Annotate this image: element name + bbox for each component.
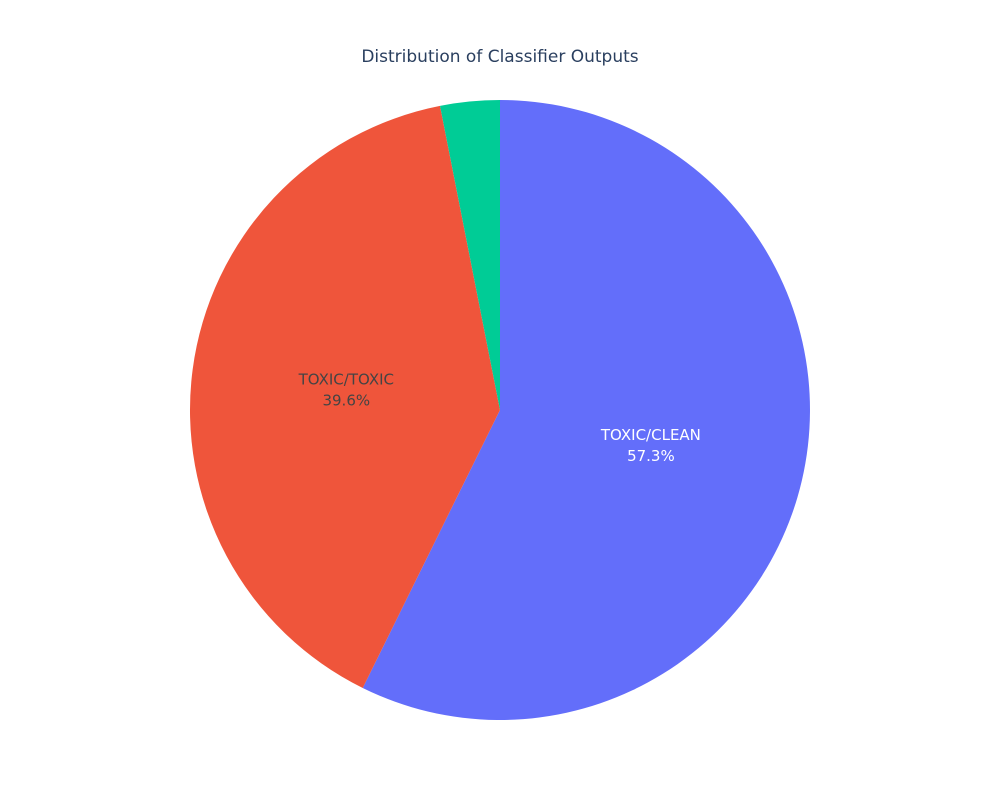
pie-slice-toxic-toxic [189, 105, 501, 688]
pie-slices [189, 100, 810, 720]
pie-slice-labels: TOXIC/CLEAN 57.3% TOXIC/TOXIC 39.6% [298, 371, 701, 466]
chart-title: Distribution of Classifier Outputs [361, 47, 638, 67]
slice-label-percent: 39.6% [322, 392, 370, 410]
slice-label-name: TOXIC/CLEAN [600, 426, 701, 444]
pie-slice-slice-3 [440, 100, 500, 410]
slice-label-toxic-toxic: TOXIC/TOXIC 39.6% [298, 371, 394, 410]
slice-label-percent: 57.3% [627, 447, 675, 465]
slice-label-name: TOXIC/TOXIC [298, 371, 394, 389]
slice-label-toxic-clean: TOXIC/CLEAN 57.3% [600, 426, 701, 465]
pie-slice-toxic-clean [362, 100, 810, 720]
